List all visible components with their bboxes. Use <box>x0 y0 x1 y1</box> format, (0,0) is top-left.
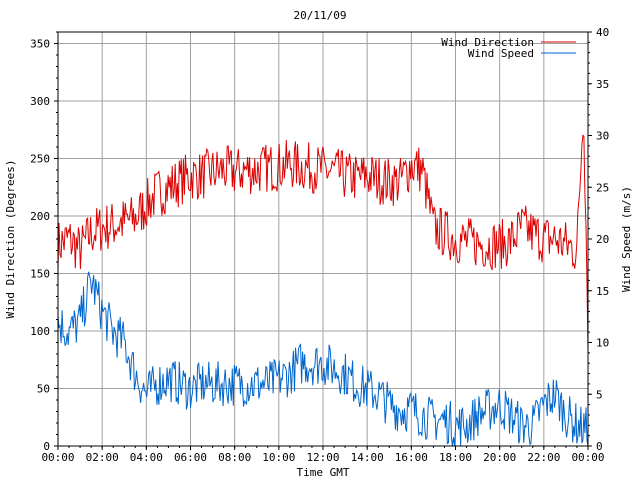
x-tick-label: 08:00 <box>218 451 251 464</box>
x-tick-label: 18:00 <box>439 451 472 464</box>
x-tick-label: 02:00 <box>86 451 119 464</box>
y-right-tick-label: 15 <box>596 285 609 298</box>
y-right-tick-label: 40 <box>596 26 609 39</box>
y-left-tick-label: 150 <box>30 268 50 281</box>
x-axis-label: Time GMT <box>297 466 350 479</box>
y-right-tick-label: 35 <box>596 78 609 91</box>
y-left-tick-label: 300 <box>30 95 50 108</box>
y-right-tick-label: 5 <box>596 388 603 401</box>
x-tick-label: 10:00 <box>262 451 295 464</box>
y-left-tick-label: 250 <box>30 153 50 166</box>
x-tick-label: 04:00 <box>130 451 163 464</box>
legend-label: Wind Direction <box>441 36 534 49</box>
y-axis-left-label: Wind Direction (Degrees) <box>4 160 17 319</box>
y-right-tick-label: 0 <box>596 440 603 453</box>
y-left-tick-label: 50 <box>37 383 50 396</box>
y-left-tick-label: 0 <box>43 440 50 453</box>
y-right-tick-label: 10 <box>596 337 609 350</box>
x-tick-label: 12:00 <box>306 451 339 464</box>
chart-title: 20/11/09 <box>294 9 347 22</box>
series-line-wind-direction <box>57 134 589 352</box>
series-line-wind-speed <box>57 271 589 447</box>
x-tick-label: 00:00 <box>41 451 74 464</box>
y-left-tick-label: 100 <box>30 325 50 338</box>
axis-ticks: 00:00 02:00 04:00 06:00 08:00 10:00 12:00 14:00… <box>30 26 609 464</box>
legend-label: Wind Speed <box>468 47 534 60</box>
x-tick-label: 06:00 <box>174 451 207 464</box>
grid-lines <box>58 32 588 446</box>
y-left-tick-label: 200 <box>30 210 50 223</box>
y-right-tick-label: 30 <box>596 130 609 143</box>
x-tick-label: 20:00 <box>483 451 516 464</box>
x-tick-label: 00:00 <box>571 451 604 464</box>
y-left-tick-label: 350 <box>30 38 50 51</box>
x-tick-label: 14:00 <box>351 451 384 464</box>
x-tick-label: 22:00 <box>527 451 560 464</box>
y-right-tick-label: 20 <box>596 233 609 246</box>
plot-series <box>57 134 589 447</box>
x-tick-label: 16:00 <box>395 451 428 464</box>
y-axis-right-label: Wind Speed (m/s) <box>620 186 633 292</box>
y-right-tick-label: 25 <box>596 181 609 194</box>
